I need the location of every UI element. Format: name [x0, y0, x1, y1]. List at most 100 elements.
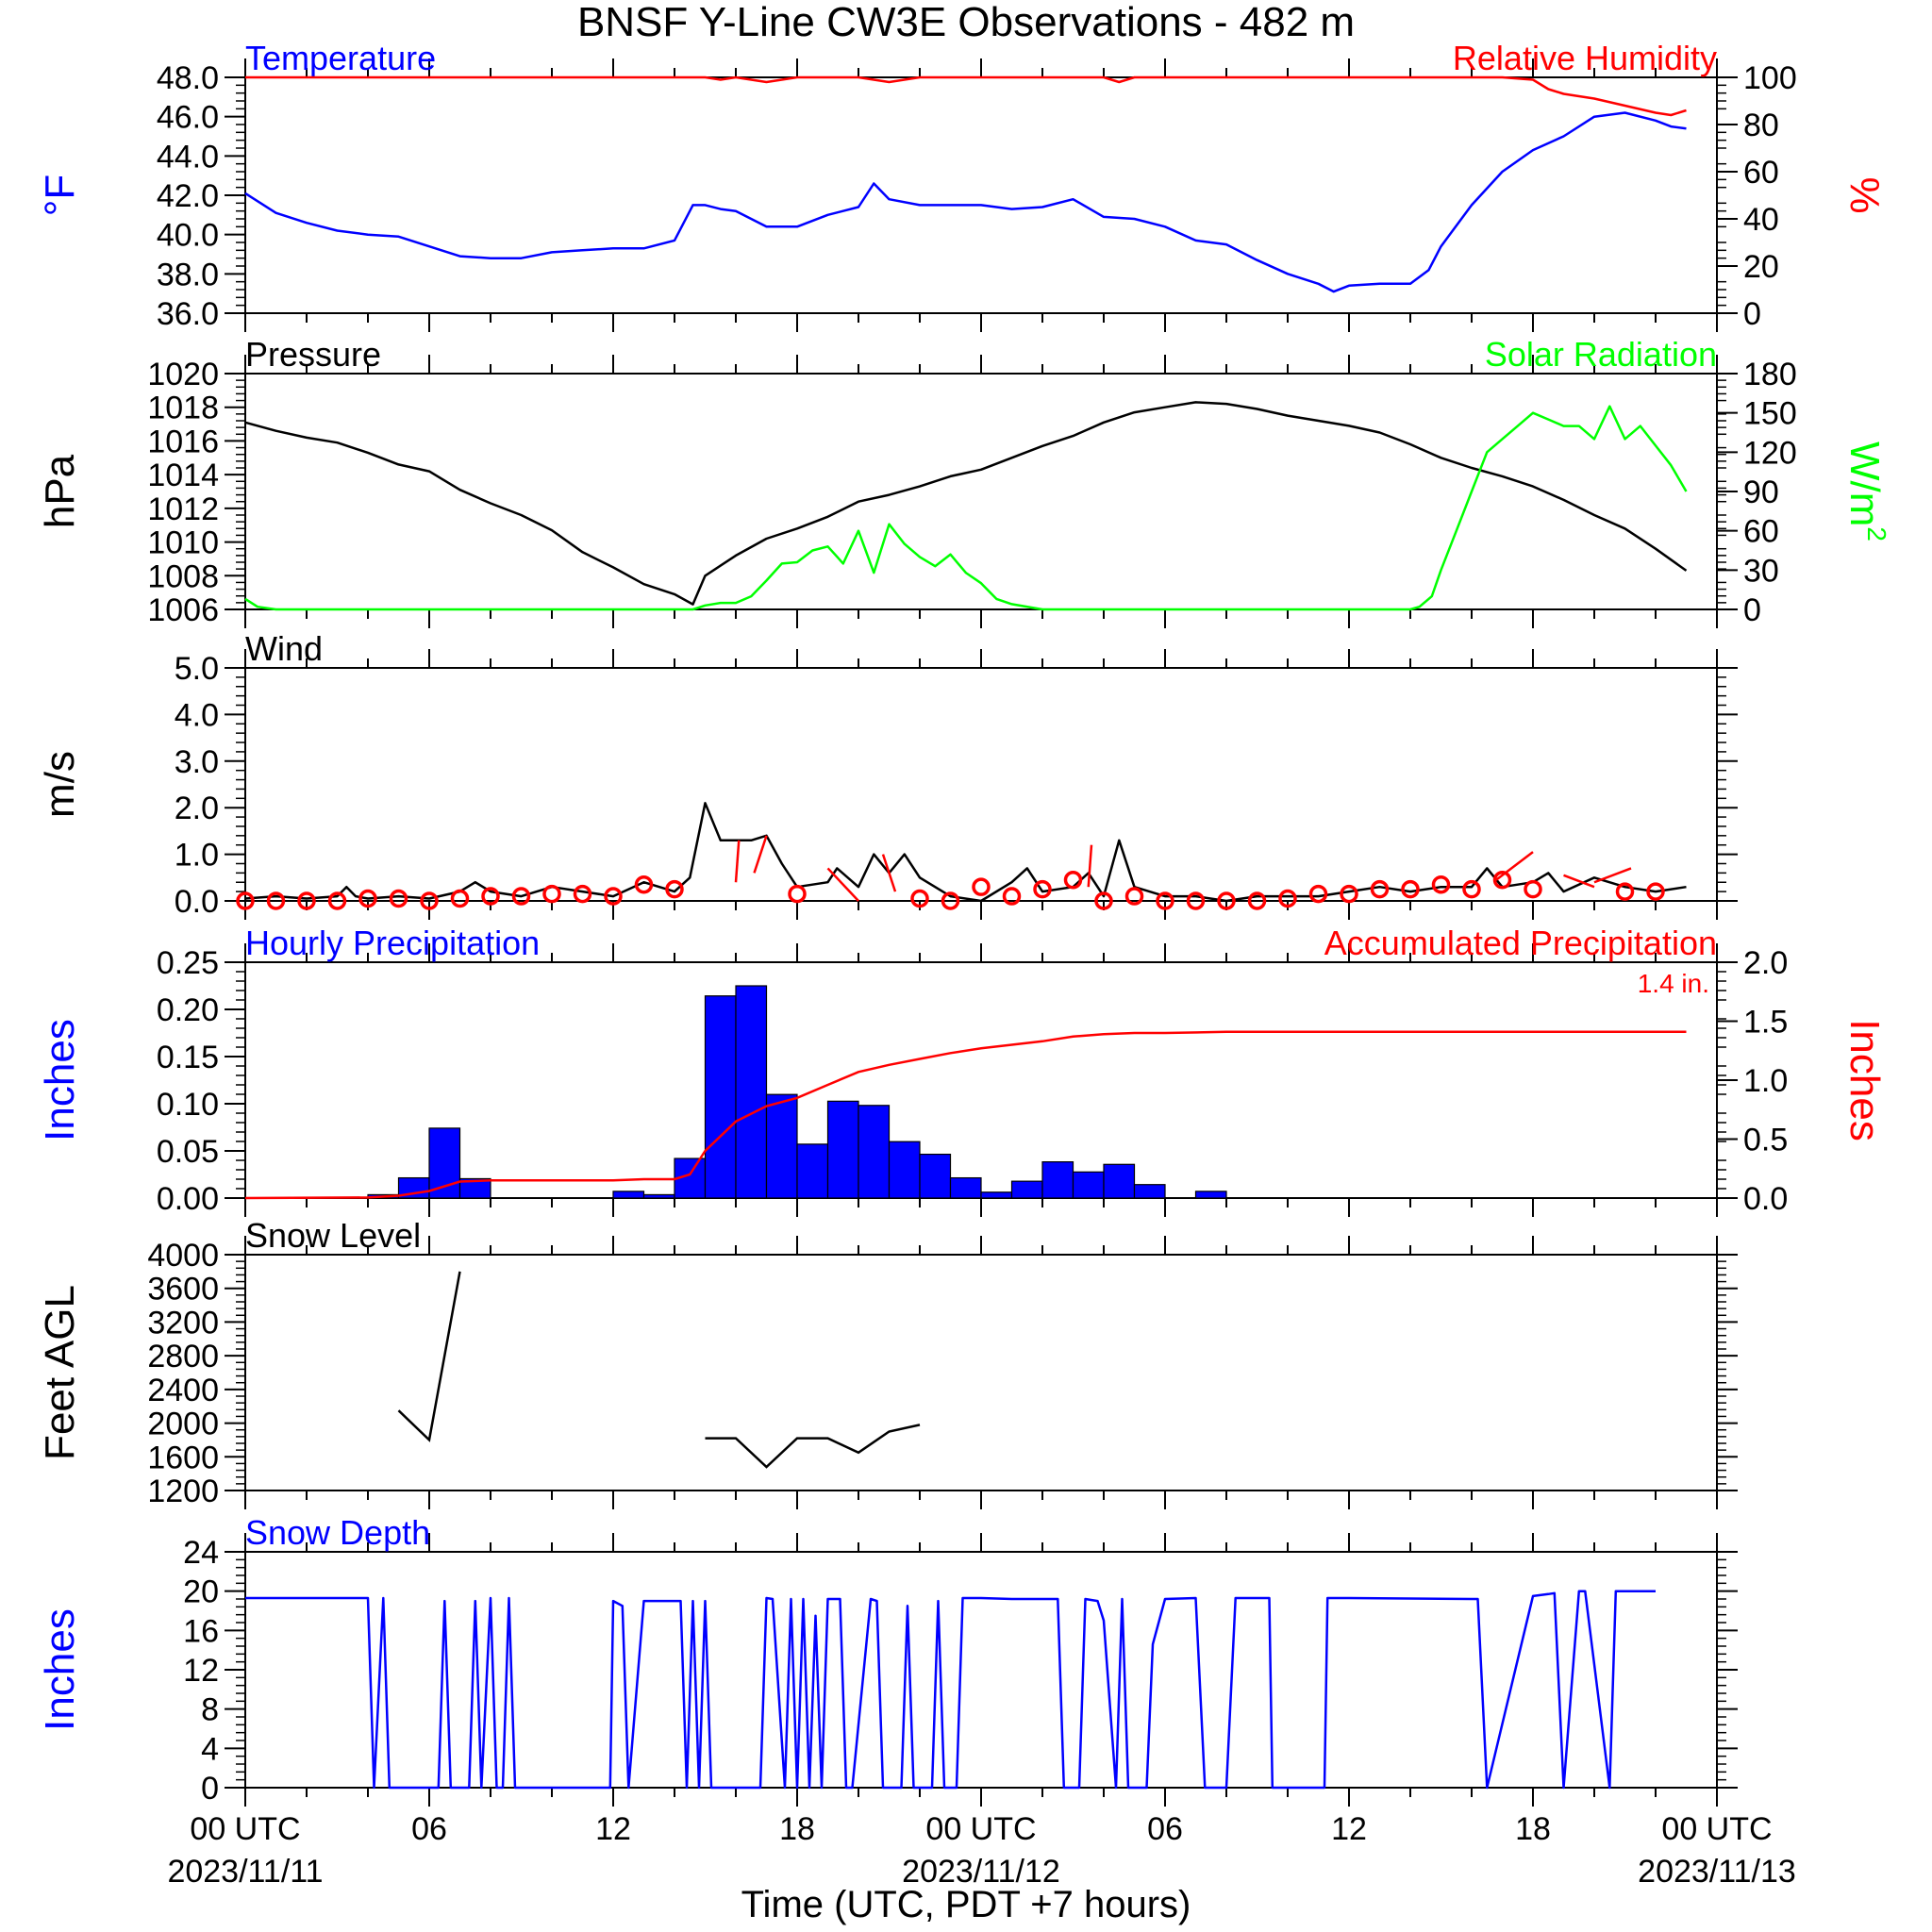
y-tick-label-right: 100 — [1743, 60, 1797, 96]
y-tick-label-left: 0.10 — [157, 1087, 219, 1123]
panel-frame — [244, 961, 1718, 1199]
y-tick-label-left: 16 — [183, 1613, 219, 1649]
wind-barb — [1087, 844, 1093, 888]
wind-marker — [1063, 871, 1083, 890]
x-axis-label: Time (UTC, PDT +7 hours) — [741, 1884, 1191, 1925]
y-tick-label-left: 24 — [183, 1535, 219, 1571]
wind-marker — [450, 889, 470, 908]
wind-marker — [266, 891, 286, 910]
y-tick-label-left: 3200 — [147, 1305, 219, 1341]
y-tick-label-left: 0.00 — [157, 1181, 219, 1217]
y-tick-label-left: 4000 — [147, 1238, 219, 1274]
series-line-wind — [244, 802, 1687, 903]
y-tick-label-left: 0.0 — [175, 884, 219, 920]
panel-title-left: Wind — [245, 629, 323, 668]
wind-marker — [1156, 891, 1174, 910]
figure-title: BNSF Y-Line CW3E Observations - 482 m — [577, 0, 1355, 45]
y-tick-label-left: 2000 — [147, 1407, 219, 1442]
y-tick-label-right: 120 — [1743, 435, 1797, 471]
y-tick-label-left: 0 — [201, 1771, 219, 1807]
wind-barb — [734, 840, 741, 883]
wind-marker — [481, 887, 500, 906]
wind-marker — [910, 889, 929, 908]
series-line-pressure — [244, 401, 1688, 606]
wind-marker — [1615, 882, 1635, 901]
x-axis: 00 UTC 2023/11/11 06 12 18 00 UTC 2023/11/12 06… — [167, 1811, 1795, 1890]
panel-title-left: Snow Level — [245, 1216, 421, 1255]
accumulated-precip-line — [244, 1030, 1687, 1200]
y-tick-label-left: 4 — [201, 1731, 219, 1767]
wind-marker — [941, 891, 960, 910]
precip-bar — [888, 1141, 921, 1199]
panel-title-left: Snow Depth — [245, 1513, 430, 1552]
y-tick-label-left: 2800 — [147, 1339, 219, 1374]
wind-marker — [542, 884, 561, 904]
y-tick-label-right: 2.0 — [1743, 945, 1788, 981]
y-tick-label-left: 38.0 — [157, 257, 219, 292]
y-tick-label-left: 36.0 — [157, 296, 219, 332]
y-tick-label-right: 0 — [1743, 592, 1761, 628]
wind-marker — [1462, 879, 1481, 899]
wind-barb — [1495, 851, 1534, 881]
precip-bar — [1194, 1191, 1227, 1199]
precip-bar — [1041, 1161, 1074, 1199]
panel-title-right: Accumulated Precipitation — [1324, 924, 1717, 962]
y-axis-label-left: °F — [37, 175, 83, 216]
y-tick-label-left: 0.25 — [157, 945, 219, 981]
series-line-solar-radiation — [244, 405, 1688, 611]
y-tick-label-left: 12 — [183, 1653, 219, 1689]
wind-marker — [1124, 887, 1144, 906]
y-axis-label-right: Inches — [1841, 1019, 1888, 1141]
x-tick-date: 2023/11/13 — [1638, 1854, 1796, 1890]
x-tick-label: 06 — [411, 1811, 447, 1847]
y-tick-label-left: 1008 — [147, 558, 219, 594]
y-axis-label-left: m/s — [37, 751, 83, 818]
wind-marker — [665, 879, 684, 899]
series-line-snow-depth — [245, 1590, 1656, 1790]
y-tick-label-right: 30 — [1743, 553, 1779, 589]
precip-bar — [765, 1093, 798, 1199]
x-tick-date: 2023/11/12 — [902, 1854, 1060, 1890]
y-tick-label-left: 1600 — [147, 1440, 219, 1475]
y-tick-label-left: 1018 — [147, 391, 219, 426]
precip-bar — [858, 1105, 891, 1199]
y-axis-label-right-main: W/m — [1841, 441, 1888, 526]
wind-barb — [753, 835, 768, 874]
y-tick-label-right: 150 — [1743, 396, 1797, 432]
panel-title-right: Relative Humidity — [1453, 39, 1717, 77]
wind-marker — [1646, 882, 1665, 901]
precip-bar — [642, 1193, 675, 1199]
y-tick-label-left: 1016 — [147, 424, 219, 459]
y-tick-label-right: 180 — [1743, 357, 1797, 392]
wind-marker — [1340, 884, 1358, 904]
wind-marker — [1492, 871, 1512, 890]
wind-barb — [881, 854, 897, 892]
precip-bar — [1133, 1184, 1166, 1199]
y-tick-label-right: 40 — [1743, 202, 1779, 238]
y-tick-label-right: 1.5 — [1743, 1005, 1788, 1041]
wind-marker — [1247, 891, 1267, 910]
wind-marker — [1401, 879, 1420, 899]
y-tick-label-left: 8 — [201, 1692, 219, 1728]
wind-marker — [1370, 879, 1390, 899]
x-tick-label: 12 — [1331, 1811, 1367, 1847]
wind-marker — [573, 884, 592, 904]
wind-barb — [826, 867, 859, 902]
panel-title-right: Solar Radiation — [1485, 335, 1717, 374]
precip-bar — [458, 1177, 491, 1199]
y-tick-label-left: 3.0 — [175, 744, 219, 780]
y-tick-label-left: 4.0 — [175, 697, 219, 733]
wind-marker — [1094, 891, 1113, 910]
y-tick-label-left: 5.0 — [175, 651, 219, 687]
y-tick-label-left: 1014 — [147, 458, 219, 493]
precip-bar — [949, 1176, 982, 1199]
y-tick-label-right: 0.0 — [1743, 1181, 1788, 1217]
y-tick-label-left: 0.20 — [157, 992, 219, 1028]
wind-barb — [1563, 874, 1595, 889]
y-tick-label-left: 1010 — [147, 525, 219, 561]
y-tick-label-left: 20 — [183, 1574, 219, 1610]
panel-precipitation: 0.00 0.05 0.10 0.15 0.20 0.25 0.0 0.5 1.0 1.5 2.0 H… — [37, 924, 1888, 1217]
